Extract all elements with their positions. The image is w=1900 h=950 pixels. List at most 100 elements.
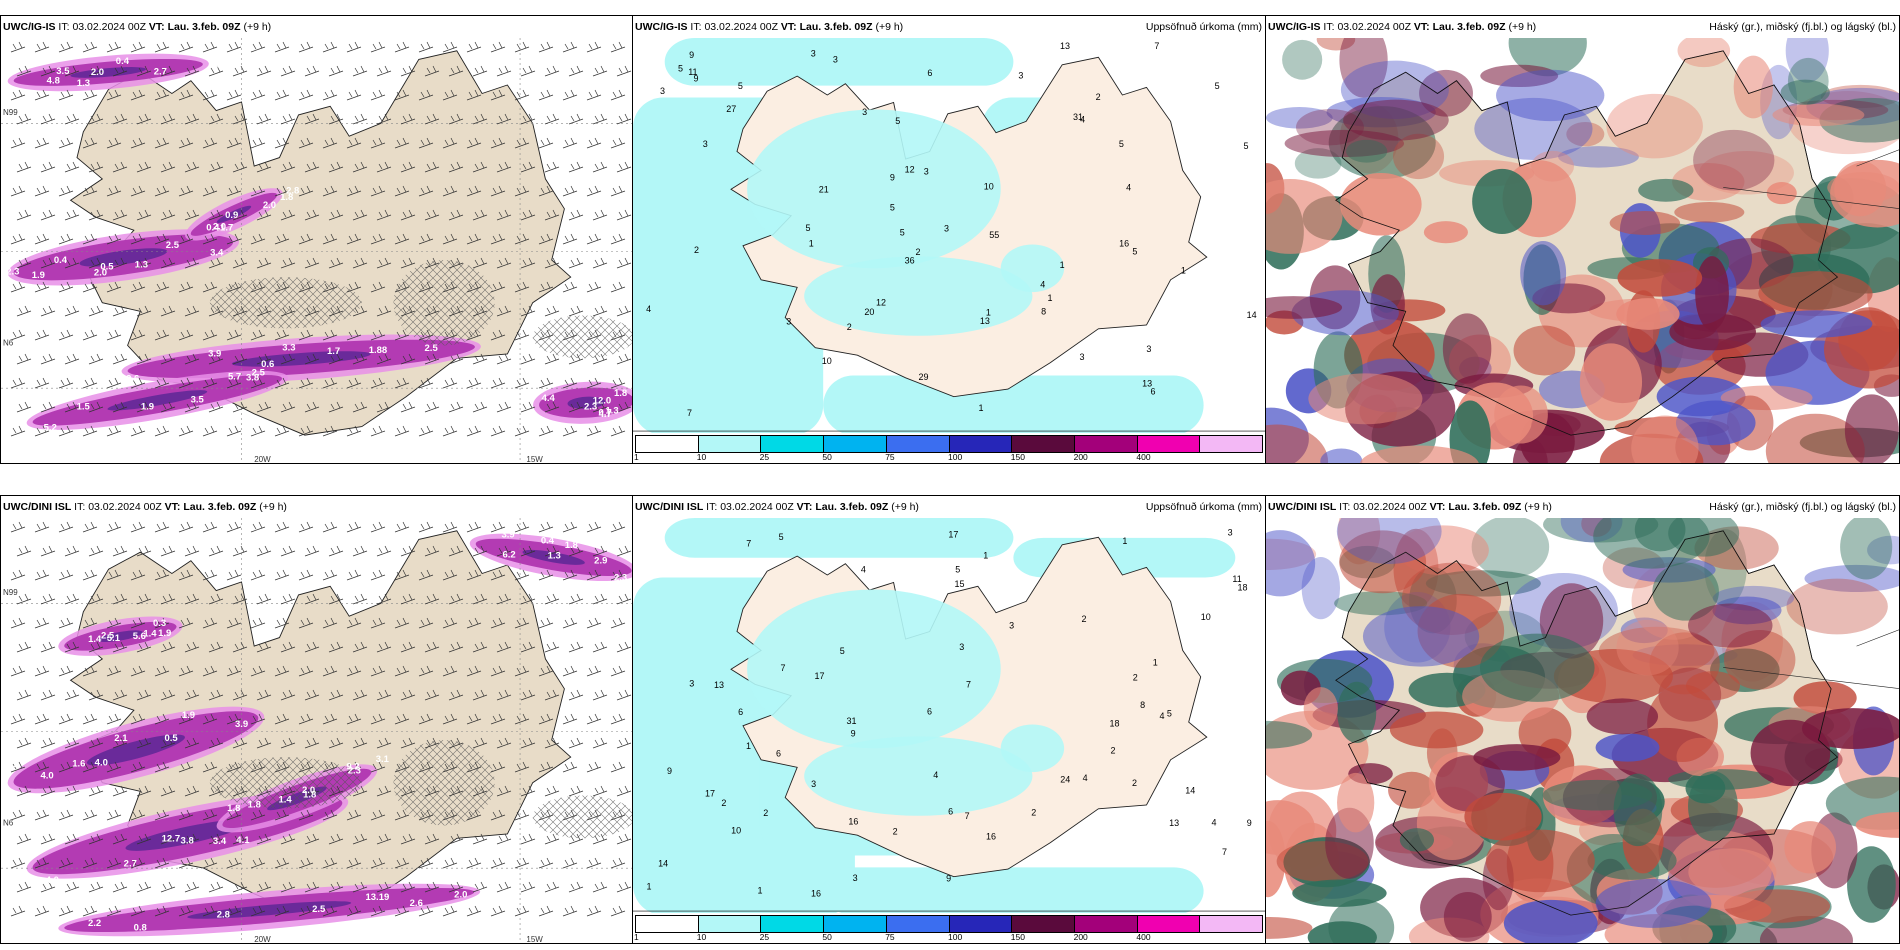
cloud-blob bbox=[1542, 779, 1653, 811]
wind-barb bbox=[226, 905, 242, 917]
wind-barb bbox=[346, 569, 362, 581]
cloud-blob bbox=[1320, 448, 1363, 463]
cloud-blob bbox=[1631, 415, 1699, 463]
precip-value: 1 bbox=[978, 403, 983, 413]
wind-speed-label: 6.2 bbox=[502, 549, 515, 560]
precip-value: 9 bbox=[667, 766, 672, 776]
wind-barb bbox=[274, 521, 290, 533]
lead-time: (+9 h) bbox=[1508, 21, 1537, 33]
precip-value: 3 bbox=[944, 223, 949, 233]
wind-barb bbox=[280, 593, 296, 605]
wind-barb bbox=[274, 377, 290, 389]
precip-value: 1 bbox=[1047, 293, 1052, 303]
wind-barb bbox=[160, 401, 176, 413]
cloud-blob bbox=[1266, 424, 1329, 463]
wind-barb bbox=[370, 809, 386, 821]
wind-barb bbox=[250, 137, 266, 149]
wind-speed-label: 2.6 bbox=[410, 898, 423, 909]
wind-barb bbox=[442, 137, 458, 149]
wind-barb bbox=[154, 233, 170, 245]
precip-value: 1 bbox=[1122, 536, 1127, 546]
wind-barb bbox=[616, 257, 632, 269]
wind-barb bbox=[610, 425, 626, 437]
wind-barb bbox=[370, 233, 386, 245]
wind-barb bbox=[394, 569, 410, 581]
precip-value: 2 bbox=[1096, 92, 1101, 102]
wind-barb bbox=[514, 905, 530, 917]
wind-barb bbox=[298, 809, 314, 821]
wind-barb bbox=[274, 137, 290, 149]
wind-barb bbox=[562, 233, 578, 245]
wind-barb bbox=[130, 137, 146, 149]
wind-barb bbox=[544, 881, 560, 893]
wind-barb bbox=[274, 425, 290, 437]
wind-barb bbox=[544, 161, 560, 173]
wind-barb bbox=[346, 233, 362, 245]
wind-barb bbox=[442, 521, 458, 533]
wind-barb bbox=[154, 185, 170, 197]
precip-value: 4 bbox=[861, 565, 866, 575]
wind-barb bbox=[10, 233, 26, 245]
wind-barb bbox=[202, 185, 218, 197]
wind-barb bbox=[232, 161, 248, 173]
legend-tick-label: 200 bbox=[1073, 932, 1088, 942]
precip-value: 6 bbox=[927, 706, 932, 716]
wind-barb bbox=[184, 737, 200, 749]
precip-band bbox=[121, 334, 481, 384]
wind-barb bbox=[10, 617, 26, 629]
wind-speed-label: 3.8 bbox=[246, 372, 259, 383]
cloud-blob bbox=[1337, 772, 1375, 833]
wind-barb bbox=[58, 281, 74, 293]
wind-barb bbox=[250, 617, 266, 629]
wind-barb bbox=[490, 137, 506, 149]
wind-barb bbox=[178, 617, 194, 629]
wind-barb bbox=[586, 665, 602, 677]
wind-barb bbox=[592, 833, 608, 845]
wind-barb bbox=[370, 281, 386, 293]
wind-barb bbox=[520, 689, 536, 701]
wind-barb bbox=[304, 785, 320, 797]
wind-barb bbox=[106, 233, 122, 245]
wind-barb bbox=[304, 833, 320, 845]
wind-barb bbox=[592, 113, 608, 125]
vt-label: VT: bbox=[796, 501, 813, 513]
wind-barb bbox=[352, 593, 368, 605]
wind-barb bbox=[610, 521, 626, 533]
wind-barb bbox=[466, 89, 482, 101]
wind-barb bbox=[88, 401, 104, 413]
wind-barb bbox=[130, 377, 146, 389]
wind-barb bbox=[568, 65, 584, 77]
wind-barb bbox=[160, 353, 176, 365]
wind-barb bbox=[130, 233, 146, 245]
precip-value: 10 bbox=[731, 826, 741, 836]
wind-barb bbox=[232, 785, 248, 797]
wind-speed-label: 1.8 bbox=[565, 540, 578, 551]
wind-barb bbox=[586, 281, 602, 293]
wind-barb bbox=[226, 857, 242, 869]
precip-value: 18 bbox=[1110, 719, 1120, 729]
wind-barb bbox=[514, 665, 530, 677]
legend-swatch bbox=[1012, 916, 1075, 932]
wind-barb bbox=[160, 785, 176, 797]
wind-barb bbox=[466, 233, 482, 245]
wind-barb bbox=[226, 185, 242, 197]
wind-barb bbox=[40, 209, 56, 221]
precip-value: 13 bbox=[1142, 378, 1152, 388]
wind-barb bbox=[88, 593, 104, 605]
wind-barb bbox=[352, 881, 368, 893]
wind-barb bbox=[298, 185, 314, 197]
wind-barb bbox=[202, 569, 218, 581]
legend-tick-label: 75 bbox=[885, 452, 895, 462]
wind-barb bbox=[616, 113, 632, 125]
cloud-blob bbox=[1443, 892, 1492, 942]
wind-barb bbox=[322, 41, 338, 53]
precip-value: 3 bbox=[1080, 352, 1085, 362]
cloud-blob bbox=[1766, 182, 1797, 205]
wind-barb bbox=[232, 257, 248, 269]
wind-barb bbox=[226, 377, 242, 389]
wind-barb bbox=[328, 113, 344, 125]
precip-value: 5 bbox=[1119, 139, 1124, 149]
wind-barb bbox=[346, 425, 362, 437]
wind-barb bbox=[250, 233, 266, 245]
cloud-blob bbox=[1362, 606, 1480, 667]
